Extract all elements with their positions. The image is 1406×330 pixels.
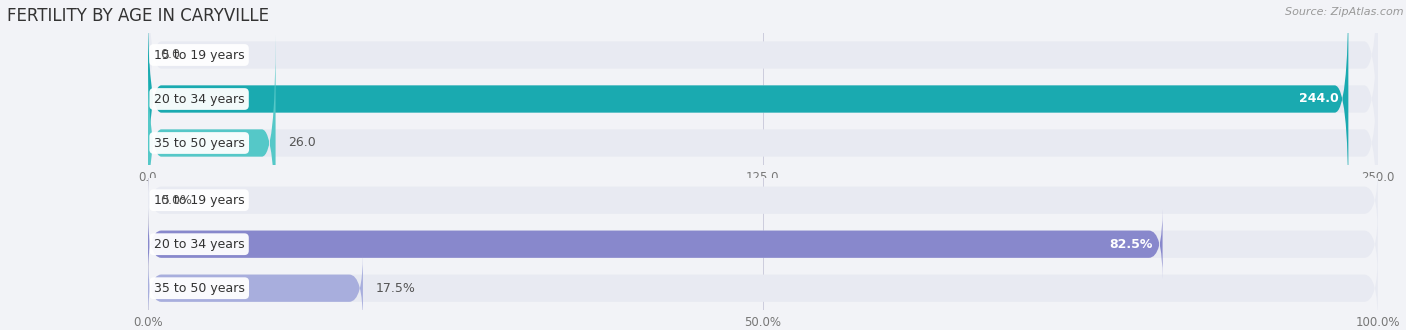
Text: FERTILITY BY AGE IN CARYVILLE: FERTILITY BY AGE IN CARYVILLE	[7, 7, 269, 25]
Text: 244.0: 244.0	[1299, 92, 1339, 106]
Text: 0.0%: 0.0%	[160, 194, 193, 207]
FancyBboxPatch shape	[148, 0, 1348, 207]
Text: 26.0: 26.0	[288, 137, 315, 149]
FancyBboxPatch shape	[148, 35, 276, 251]
Text: Source: ZipAtlas.com: Source: ZipAtlas.com	[1285, 7, 1403, 16]
Text: 0.0: 0.0	[160, 49, 180, 61]
Text: 17.5%: 17.5%	[375, 282, 415, 295]
Text: 20 to 34 years: 20 to 34 years	[153, 92, 245, 106]
Text: 15 to 19 years: 15 to 19 years	[153, 49, 245, 61]
Text: 20 to 34 years: 20 to 34 years	[153, 238, 245, 251]
Text: 82.5%: 82.5%	[1109, 238, 1153, 251]
FancyBboxPatch shape	[148, 253, 1378, 323]
FancyBboxPatch shape	[148, 0, 1378, 163]
FancyBboxPatch shape	[148, 209, 1378, 279]
FancyBboxPatch shape	[148, 165, 1378, 235]
FancyBboxPatch shape	[148, 253, 363, 323]
Text: 35 to 50 years: 35 to 50 years	[153, 137, 245, 149]
FancyBboxPatch shape	[148, 209, 1163, 279]
FancyBboxPatch shape	[148, 0, 1378, 207]
FancyBboxPatch shape	[148, 35, 1378, 251]
Text: 35 to 50 years: 35 to 50 years	[153, 282, 245, 295]
Text: 15 to 19 years: 15 to 19 years	[153, 194, 245, 207]
